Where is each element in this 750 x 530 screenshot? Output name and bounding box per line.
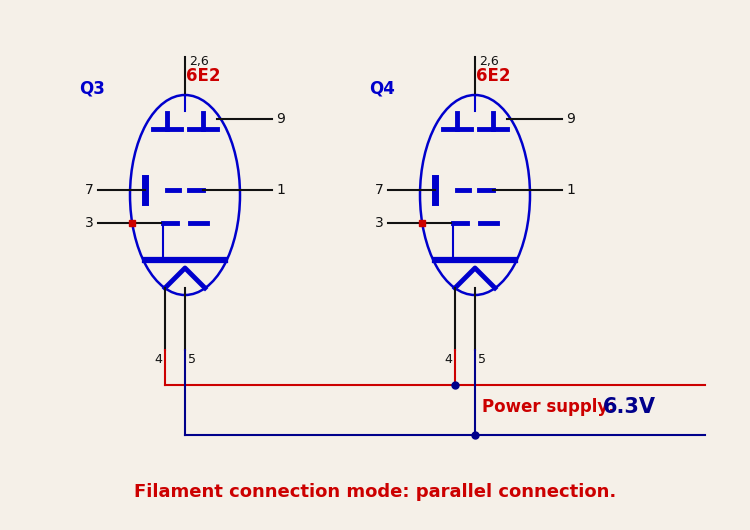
Text: 9: 9 (566, 112, 574, 126)
Text: 3: 3 (375, 216, 384, 230)
Text: Power supply:: Power supply: (482, 398, 615, 416)
Text: Q3: Q3 (79, 79, 105, 97)
Text: 6E2: 6E2 (476, 67, 510, 85)
Text: 1: 1 (276, 183, 285, 197)
Text: 1: 1 (566, 183, 574, 197)
Text: 2,6: 2,6 (189, 55, 209, 68)
Text: 4: 4 (444, 353, 452, 366)
Text: 4: 4 (154, 353, 162, 366)
Text: Filament connection mode: parallel connection.: Filament connection mode: parallel conne… (134, 483, 616, 501)
Text: 6E2: 6E2 (186, 67, 220, 85)
Text: 5: 5 (478, 353, 486, 366)
Text: 7: 7 (375, 183, 384, 197)
Text: 3: 3 (86, 216, 94, 230)
Text: 2,6: 2,6 (479, 55, 499, 68)
Text: 9: 9 (276, 112, 285, 126)
Text: Q4: Q4 (369, 79, 395, 97)
Text: 5: 5 (188, 353, 196, 366)
Text: 6.3V: 6.3V (603, 397, 656, 417)
Text: 7: 7 (86, 183, 94, 197)
